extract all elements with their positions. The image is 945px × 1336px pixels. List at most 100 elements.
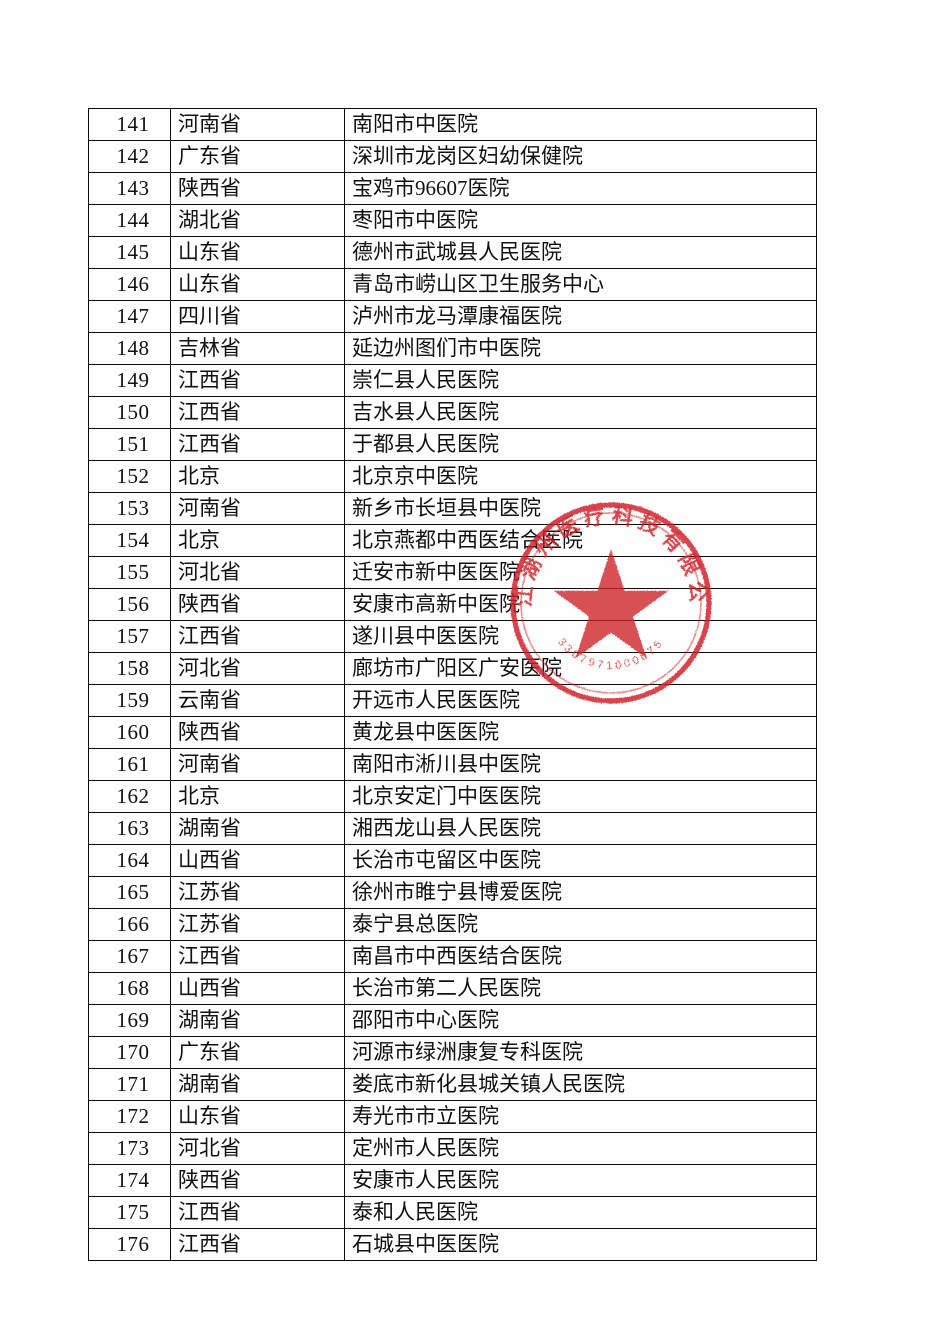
cell-index: 142 (88, 140, 171, 173)
cell-province: 山西省 (170, 844, 345, 877)
table-row: 147 四川省 泸州市龙马潭康福医院 (88, 300, 817, 333)
cell-index: 146 (88, 268, 171, 301)
cell-hospital: 长治市第二人民医院 (344, 972, 817, 1005)
cell-province: 湖南省 (170, 1068, 345, 1101)
cell-province: 北京 (170, 524, 345, 557)
cell-hospital: 德州市武城县人民医院 (344, 236, 817, 269)
cell-hospital: 青岛市崂山区卫生服务中心 (344, 268, 817, 301)
cell-hospital: 寿光市市立医院 (344, 1100, 817, 1133)
table-row: 142 广东省 深圳市龙岗区妇幼保健院 (88, 140, 817, 173)
cell-province: 云南省 (170, 684, 345, 717)
cell-index: 169 (88, 1004, 171, 1037)
cell-province: 四川省 (170, 300, 345, 333)
cell-hospital: 泰宁县总医院 (344, 908, 817, 941)
cell-index: 159 (88, 684, 171, 717)
cell-index: 141 (88, 108, 171, 141)
cell-index: 154 (88, 524, 171, 557)
table-row: 162 北京 北京安定门中医医院 (88, 780, 817, 813)
table-row: 144 湖北省 枣阳市中医院 (88, 204, 817, 237)
cell-province: 江西省 (170, 1196, 345, 1229)
cell-hospital: 深圳市龙岗区妇幼保健院 (344, 140, 817, 173)
table-row: 172 山东省 寿光市市立医院 (88, 1100, 817, 1133)
cell-index: 163 (88, 812, 171, 845)
table-row: 171 湖南省 娄底市新化县城关镇人民医院 (88, 1068, 817, 1101)
table-row: 152 北京 北京京中医院 (88, 460, 817, 493)
cell-index: 165 (88, 876, 171, 909)
cell-index: 150 (88, 396, 171, 429)
cell-index: 156 (88, 588, 171, 621)
cell-province: 江西省 (170, 428, 345, 461)
cell-hospital: 长治市屯留区中医院 (344, 844, 817, 877)
cell-hospital: 泰和人民医院 (344, 1196, 817, 1229)
cell-index: 175 (88, 1196, 171, 1229)
cell-province: 湖南省 (170, 1004, 345, 1037)
cell-hospital: 黄龙县中医医院 (344, 716, 817, 749)
cell-index: 166 (88, 908, 171, 941)
table-row: 176 江西省 石城县中医医院 (88, 1228, 817, 1261)
cell-hospital: 湘西龙山县人民医院 (344, 812, 817, 845)
cell-province: 河南省 (170, 108, 345, 141)
cell-index: 167 (88, 940, 171, 973)
cell-province: 山东省 (170, 236, 345, 269)
cell-index: 151 (88, 428, 171, 461)
cell-province: 江西省 (170, 620, 345, 653)
cell-province: 河南省 (170, 492, 345, 525)
cell-hospital: 徐州市睢宁县博爱医院 (344, 876, 817, 909)
cell-province: 江西省 (170, 940, 345, 973)
cell-index: 160 (88, 716, 171, 749)
cell-index: 164 (88, 844, 171, 877)
cell-province: 江西省 (170, 364, 345, 397)
table-row: 167 江西省 南昌市中西医结合医院 (88, 940, 817, 973)
table-row: 143 陕西省 宝鸡市96607医院 (88, 172, 817, 205)
cell-index: 144 (88, 204, 171, 237)
table-row: 157 江西省 遂川县中医医院 (88, 620, 817, 653)
cell-index: 145 (88, 236, 171, 269)
cell-hospital: 南昌市中西医结合医院 (344, 940, 817, 973)
hospital-list-table-wrapper: 141 河南省 南阳市中医院 142 广东省 深圳市龙岗区妇幼保健院 143 陕西省 宝鸡市96… (88, 108, 817, 1261)
cell-hospital: 北京京中医院 (344, 460, 817, 493)
cell-hospital: 于都县人民医院 (344, 428, 817, 461)
cell-province: 江苏省 (170, 876, 345, 909)
cell-index: 170 (88, 1036, 171, 1069)
hospital-list-table: 141 河南省 南阳市中医院 142 广东省 深圳市龙岗区妇幼保健院 143 陕西省 宝鸡市96… (88, 108, 817, 1261)
cell-index: 161 (88, 748, 171, 781)
table-row: 158 河北省 廊坊市广阳区广安医院 (88, 652, 817, 685)
cell-hospital: 定州市人民医院 (344, 1132, 817, 1165)
cell-hospital: 延边州图们市中医院 (344, 332, 817, 365)
cell-hospital: 廊坊市广阳区广安医院 (344, 652, 817, 685)
cell-province: 河北省 (170, 1132, 345, 1165)
table-row: 164 山西省 长治市屯留区中医院 (88, 844, 817, 877)
cell-hospital: 宝鸡市96607医院 (344, 172, 817, 205)
cell-index: 143 (88, 172, 171, 205)
cell-hospital: 新乡市长垣县中医院 (344, 492, 817, 525)
cell-index: 172 (88, 1100, 171, 1133)
cell-hospital: 安康市人民医院 (344, 1164, 817, 1197)
table-row: 145 山东省 德州市武城县人民医院 (88, 236, 817, 269)
cell-province: 山西省 (170, 972, 345, 1005)
table-row: 174 陕西省 安康市人民医院 (88, 1164, 817, 1197)
cell-province: 广东省 (170, 1036, 345, 1069)
table-row: 169 湖南省 邵阳市中心医院 (88, 1004, 817, 1037)
cell-hospital: 石城县中医医院 (344, 1228, 817, 1261)
cell-index: 147 (88, 300, 171, 333)
cell-province: 山东省 (170, 268, 345, 301)
cell-index: 174 (88, 1164, 171, 1197)
table-row: 161 河南省 南阳市淅川县中医院 (88, 748, 817, 781)
cell-index: 155 (88, 556, 171, 589)
cell-index: 149 (88, 364, 171, 397)
table-body: 141 河南省 南阳市中医院 142 广东省 深圳市龙岗区妇幼保健院 143 陕西省 宝鸡市96… (88, 108, 817, 1261)
cell-province: 陕西省 (170, 588, 345, 621)
cell-index: 173 (88, 1132, 171, 1165)
cell-province: 陕西省 (170, 172, 345, 205)
table-row: 150 江西省 吉水县人民医院 (88, 396, 817, 429)
cell-hospital: 南阳市中医院 (344, 108, 817, 141)
table-row: 148 吉林省 延边州图们市中医院 (88, 332, 817, 365)
cell-province: 吉林省 (170, 332, 345, 365)
table-row: 151 江西省 于都县人民医院 (88, 428, 817, 461)
table-row: 170 广东省 河源市绿洲康复专科医院 (88, 1036, 817, 1069)
cell-hospital: 开远市人民医医院 (344, 684, 817, 717)
cell-province: 山东省 (170, 1100, 345, 1133)
cell-index: 158 (88, 652, 171, 685)
cell-index: 168 (88, 972, 171, 1005)
